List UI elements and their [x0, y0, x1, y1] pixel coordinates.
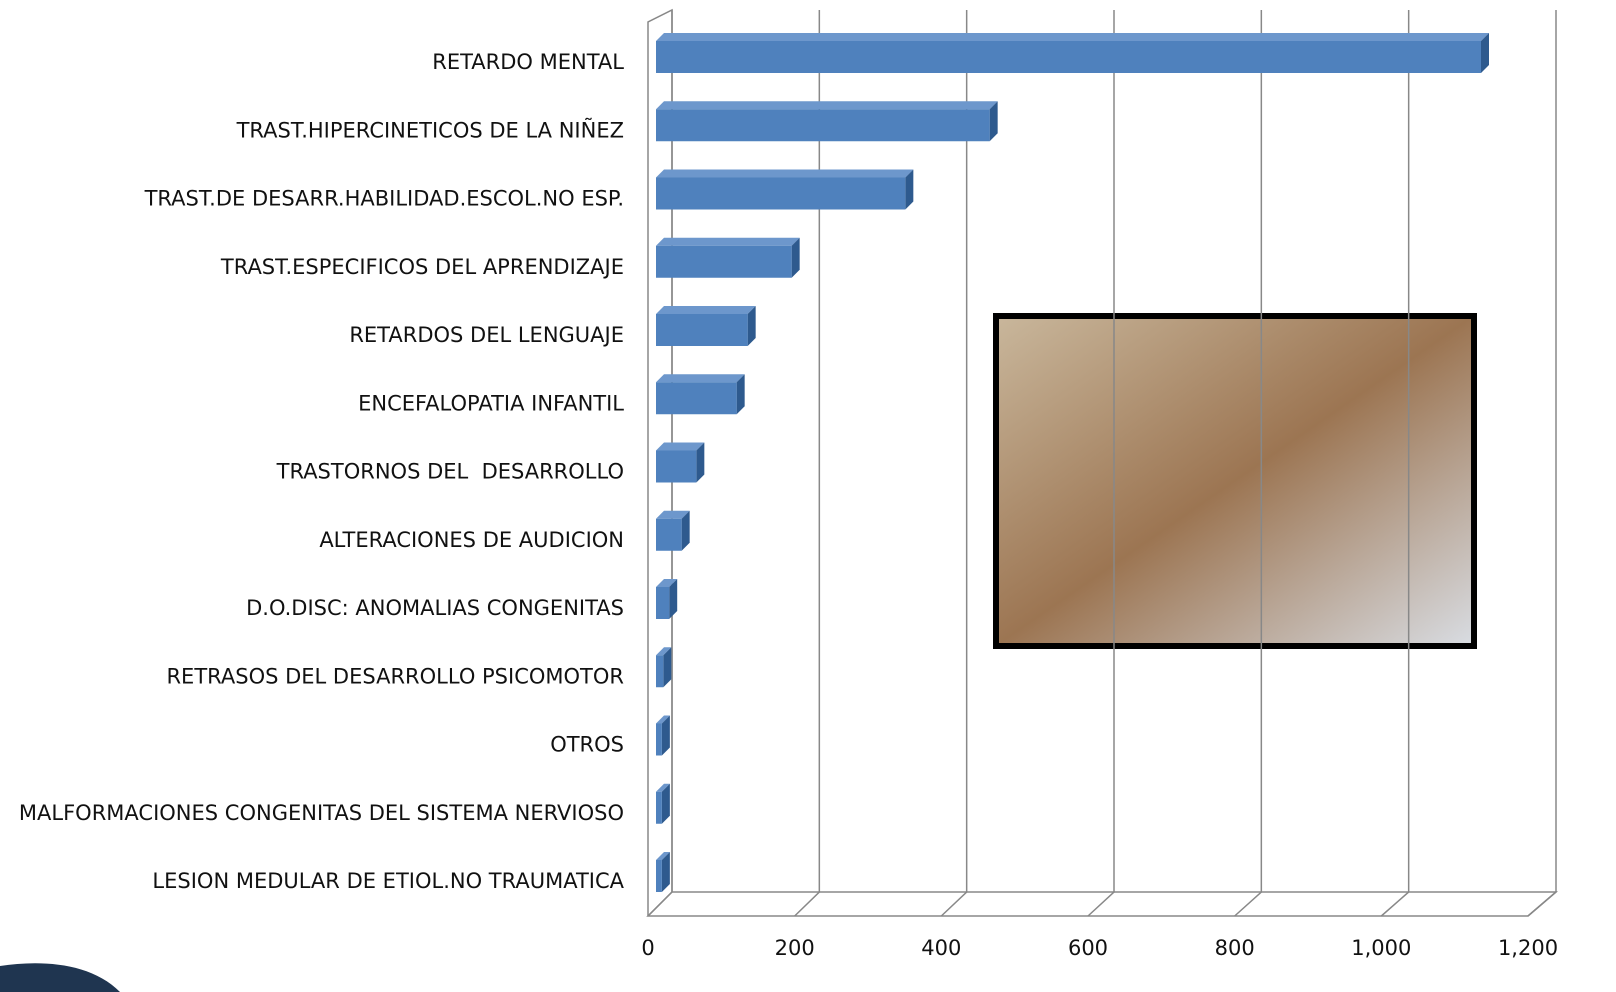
- bar-side: [663, 647, 672, 688]
- grid-line: [1527, 10, 1557, 917]
- grid-line: [794, 10, 821, 917]
- bar-side: [791, 237, 800, 278]
- bar-top: [656, 306, 756, 314]
- category-label: MALFORMACIONES CONGENITAS DEL SISTEMA NE…: [19, 801, 624, 825]
- bar: [656, 852, 670, 892]
- bar-front: [656, 723, 662, 756]
- bar-front: [656, 518, 682, 551]
- bar-top: [656, 647, 672, 656]
- bar-side: [747, 306, 756, 346]
- bar-front: [656, 177, 906, 210]
- bar: [656, 510, 690, 551]
- bar-front: [656, 109, 990, 142]
- photo: [993, 313, 1477, 649]
- decoration: [0, 963, 120, 992]
- category-label: OTROS: [550, 733, 624, 757]
- x-tick-label: 0: [641, 936, 654, 960]
- x-tick-label: 400: [921, 936, 961, 960]
- bar: [656, 101, 998, 142]
- bar-side: [736, 374, 745, 415]
- bar-front: [656, 41, 1481, 73]
- bar-top: [656, 237, 800, 246]
- bar-top: [656, 579, 678, 587]
- bar-side: [905, 169, 914, 210]
- bar: [656, 715, 670, 756]
- bar: [656, 579, 678, 619]
- category-label: TRASTORNOS DEL DESARROLLO: [276, 460, 624, 484]
- bar-top: [656, 169, 914, 178]
- category-label: TRAST.HIPERCINETICOS DE LA NIÑEZ: [236, 116, 624, 142]
- x-tick-label: 1,000: [1351, 936, 1411, 960]
- bar: [656, 647, 672, 688]
- category-label: RETARDOS DEL LENGUAJE: [349, 323, 624, 347]
- category-label: ALTERACIONES DE AUDICION: [319, 528, 624, 552]
- bar-top: [656, 715, 670, 724]
- bar-front: [656, 791, 662, 824]
- bar-front: [656, 860, 662, 892]
- bar-front: [656, 245, 792, 278]
- category-label: ENCEFALOPATIA INFANTIL: [358, 391, 624, 415]
- bar: [656, 374, 745, 415]
- bar-top: [656, 852, 670, 860]
- bar-top: [656, 101, 998, 110]
- bar-side: [681, 510, 690, 551]
- x-tick-label: 800: [1215, 936, 1255, 960]
- bar: [656, 306, 756, 346]
- bar: [656, 169, 914, 210]
- category-label: RETRASOS DEL DESARROLLO PSICOMOTOR: [166, 664, 624, 688]
- bar-side: [661, 715, 670, 756]
- bar-side: [1481, 33, 1489, 73]
- category-label: LESION MEDULAR DE ETIOL.NO TRAUMATICA: [152, 869, 624, 893]
- bar: [656, 33, 1489, 73]
- bar-side: [669, 579, 678, 619]
- bar-side: [661, 852, 670, 892]
- bar-front: [656, 314, 748, 346]
- bar-side: [989, 101, 998, 142]
- grid-line: [1380, 10, 1410, 917]
- grid-line: [940, 10, 968, 917]
- category-label: TRAST.ESPECIFICOS DEL APRENDIZAJE: [220, 255, 624, 279]
- bar-top: [656, 783, 670, 792]
- bar-top: [656, 374, 745, 383]
- x-tick-label: 200: [775, 936, 815, 960]
- bar-top: [656, 33, 1489, 41]
- bar-top: [656, 510, 690, 519]
- bar: [656, 237, 800, 278]
- grid-line: [647, 10, 673, 917]
- grid-line: [1234, 10, 1263, 917]
- category-label: RETARDO MENTAL: [432, 50, 624, 74]
- bar-front: [656, 655, 664, 688]
- bar: [656, 442, 705, 483]
- bar-top: [656, 442, 705, 451]
- x-tick-label: 1,200: [1498, 936, 1558, 960]
- bar-side: [696, 442, 705, 483]
- bar: [656, 783, 670, 824]
- category-label: D.O.DISC: ANOMALIAS CONGENITAS: [246, 596, 624, 620]
- category-label: TRAST.DE DESARR.HABILIDAD.ESCOL.NO ESP.: [144, 187, 624, 211]
- grid-line: [1087, 10, 1115, 917]
- bar-front: [656, 382, 737, 415]
- bar-side: [661, 783, 670, 824]
- bar-front: [656, 587, 670, 619]
- x-tick-label: 600: [1068, 936, 1108, 960]
- bar-front: [656, 450, 697, 483]
